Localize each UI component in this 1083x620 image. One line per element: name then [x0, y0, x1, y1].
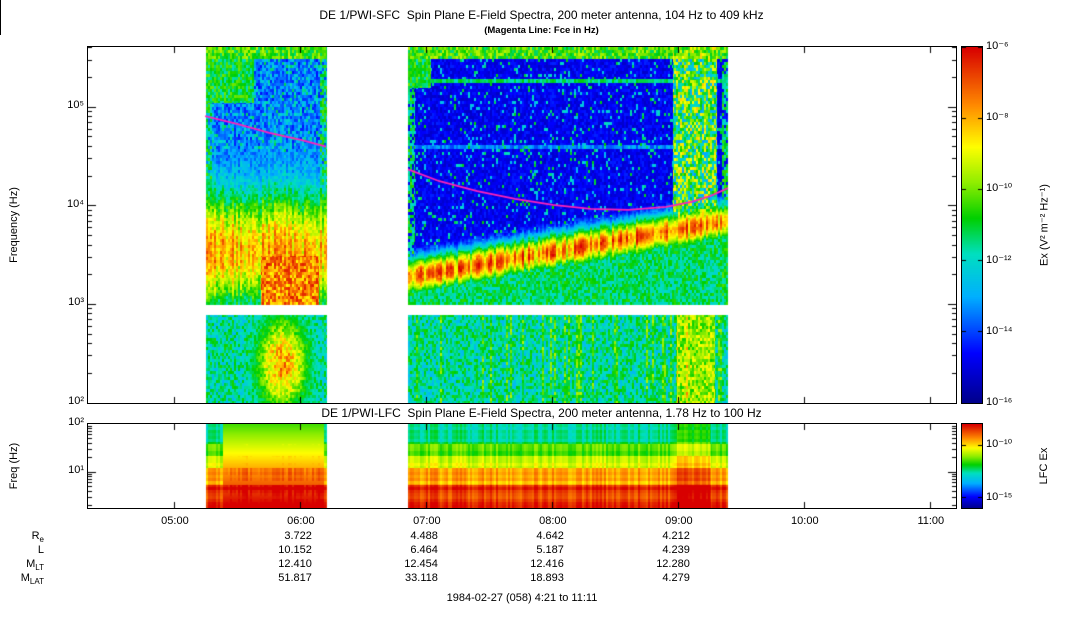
sfc-colorbar-tick-label: 10⁻¹⁶ — [986, 396, 1013, 408]
sfc-y-tick-label: 10² — [68, 395, 84, 407]
ephemeris-value: 4.239 — [662, 544, 690, 556]
ephemeris-value: 4.642 — [536, 530, 564, 542]
lfc-colorbar-gradient — [962, 424, 982, 508]
ephemeris-value: 4.212 — [662, 530, 690, 542]
x-tick-label: 06:00 — [287, 515, 315, 527]
x-tick-label: 05:00 — [161, 515, 189, 527]
ephemeris-value: 5.187 — [536, 544, 564, 556]
lfc-colorbar-tick-label: 10⁻¹⁵ — [986, 490, 1013, 503]
lfc-colorbar-label: LFC Ex — [1038, 447, 1050, 485]
x-tick-mark — [0, 5, 1, 10]
ephemeris-row-label: Re — [31, 530, 44, 545]
x-tick-label: 09:00 — [665, 515, 693, 527]
sfc-colorbar — [961, 46, 983, 404]
ephemeris-value: 12.454 — [404, 558, 438, 570]
lfc-heatmap — [88, 424, 956, 508]
lfc-y-tick-label: 10² — [68, 416, 84, 428]
ephemeris-value: 33.118 — [405, 572, 438, 584]
ephemeris-value: 12.416 — [530, 558, 564, 570]
sfc-colorbar-tick-label: 10⁻¹⁰ — [986, 182, 1013, 195]
ephemeris-value: 4.488 — [410, 530, 438, 542]
x-tick-mark — [0, 20, 1, 25]
ephemeris-value: 10.152 — [278, 544, 312, 556]
lfc-colorbar — [961, 423, 983, 509]
ephemeris-row-label-subscript: LAT — [29, 577, 44, 587]
sfc-subtitle: (Magenta Line: Fce in Hz) — [484, 25, 599, 36]
x-tick-mark — [0, 15, 1, 20]
sfc-title: DE 1/PWI-SFC Spin Plane E-Field Spectra,… — [319, 8, 764, 22]
ephemeris-value: 18.893 — [530, 572, 564, 584]
sfc-colorbar-tick-label: 10⁻¹⁴ — [986, 324, 1013, 337]
sfc-colorbar-tick-label: 10⁻⁶ — [986, 40, 1009, 52]
ephemeris-value: 3.722 — [284, 530, 312, 542]
x-tick-mark — [0, 30, 1, 35]
x-tick-mark — [0, 10, 1, 15]
sfc-colorbar-tick-label: 10⁻⁸ — [986, 111, 1009, 124]
lfc-y-tick-label: 10¹ — [68, 464, 84, 476]
x-tick-mark — [0, 25, 1, 30]
lfc-plot-panel — [87, 423, 957, 509]
lfc-colorbar-tick-label: 10⁻¹⁰ — [986, 438, 1013, 450]
ephemeris-value: 6.464 — [410, 544, 438, 556]
ephemeris-value: 12.280 — [656, 558, 690, 570]
x-tick-label: 10:00 — [791, 515, 819, 527]
sfc-plot-panel — [87, 46, 957, 404]
ephemeris-row-label: L — [37, 544, 44, 556]
sfc-y-tick-label: 10³ — [68, 296, 84, 309]
sfc-y-tick-label: 10⁴ — [67, 197, 84, 210]
ephemeris-row-label-subscript: LT — [35, 563, 44, 573]
lfc-title: DE 1/PWI-LFC Spin Plane E-Field Spectra,… — [321, 406, 762, 420]
ephemeris-value: 12.410 — [278, 558, 312, 570]
ephemeris-row-label: MLT — [26, 558, 44, 573]
ephemeris-value: 4.279 — [662, 572, 690, 584]
x-tick-mark — [0, 0, 1, 5]
x-tick-label: 11:00 — [917, 515, 945, 527]
lfc-y-axis-label: Freq (Hz) — [8, 442, 20, 490]
sfc-colorbar-tick-label: 10⁻¹² — [986, 253, 1012, 266]
sfc-colorbar-label: Ex (V² m⁻² Hz⁻¹) — [1038, 184, 1051, 266]
ephemeris-row-label: MLAT — [20, 572, 44, 587]
sfc-colorbar-gradient — [962, 47, 982, 403]
sfc-y-tick-label: 10⁵ — [67, 99, 84, 112]
time-range-footer: 1984-02-27 (058) 4:21 to 11:11 — [446, 592, 598, 604]
ephemeris-value: 51.817 — [278, 572, 312, 584]
x-tick-label: 07:00 — [413, 515, 441, 527]
sfc-y-axis-label: Frequency (Hz) — [8, 187, 20, 263]
ephemeris-row-label-subscript: e — [39, 535, 44, 545]
sfc-heatmap — [88, 47, 956, 403]
x-tick-label: 08:00 — [539, 515, 567, 527]
